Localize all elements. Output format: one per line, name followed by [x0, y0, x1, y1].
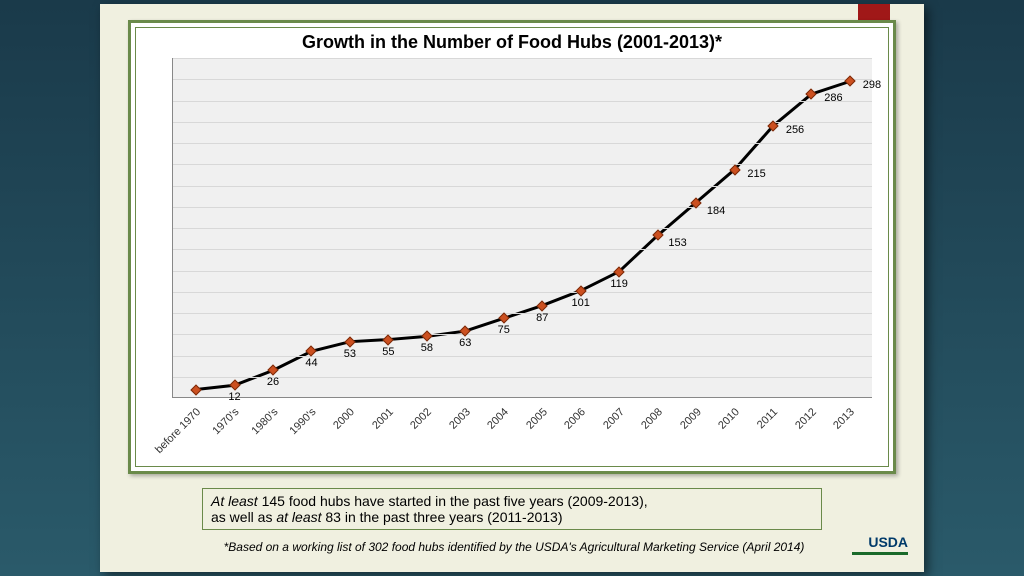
usda-logo-bar — [852, 552, 908, 555]
value-label: 44 — [305, 357, 317, 369]
data-marker — [652, 230, 663, 241]
x-tick-label: 1980's — [249, 406, 280, 437]
x-tick-label: 2010 — [716, 406, 742, 432]
x-tick-label: 2006 — [562, 406, 588, 432]
data-marker — [421, 331, 432, 342]
footnote: *Based on a working list of 302 food hub… — [194, 540, 834, 554]
x-tick-label: 1990's — [288, 406, 319, 437]
usda-logo: USDA — [852, 534, 908, 562]
value-label: 101 — [572, 297, 590, 309]
gridline — [173, 143, 872, 144]
slide-panel: Growth in the Number of Food Hubs (2001-… — [100, 4, 924, 572]
gridline — [173, 207, 872, 208]
x-tick-label: 2003 — [447, 406, 473, 432]
value-label: 215 — [747, 168, 765, 180]
value-label: 298 — [863, 79, 881, 91]
data-marker — [575, 285, 586, 296]
chart-inner-border: Growth in the Number of Food Hubs (2001-… — [135, 27, 889, 467]
value-label: 256 — [786, 124, 804, 136]
data-marker — [344, 336, 355, 347]
gridline — [173, 292, 872, 293]
x-tick-label: 2004 — [485, 406, 511, 432]
gridline — [173, 249, 872, 250]
value-label: 75 — [498, 324, 510, 336]
value-label: 53 — [344, 348, 356, 360]
data-marker — [190, 384, 201, 395]
value-label: 184 — [707, 205, 725, 217]
x-axis-labels: before 19701970's1980's1990's20002001200… — [172, 402, 872, 472]
data-marker — [383, 334, 394, 345]
x-tick-label: 2002 — [409, 406, 435, 432]
gridline — [173, 271, 872, 272]
gridline — [173, 122, 872, 123]
caption-text-1: 145 food hubs have started in the past f… — [258, 493, 648, 509]
value-label: 286 — [824, 92, 842, 104]
data-marker — [537, 300, 548, 311]
data-marker — [498, 313, 509, 324]
gridline — [173, 58, 872, 59]
data-marker — [806, 88, 817, 99]
data-marker — [729, 164, 740, 175]
x-tick-label: 2007 — [601, 406, 627, 432]
x-tick-label: 2005 — [524, 406, 550, 432]
x-tick-label: before 1970 — [154, 406, 204, 456]
x-tick-label: 1970's — [211, 406, 242, 437]
value-label: 26 — [267, 376, 279, 388]
gridline — [173, 334, 872, 335]
value-label: 63 — [459, 337, 471, 349]
caption-box: At least 145 food hubs have started in t… — [202, 488, 822, 530]
gridline — [173, 356, 872, 357]
gridline — [173, 101, 872, 102]
value-label: 119 — [610, 278, 628, 290]
chart-title: Growth in the Number of Food Hubs (2001-… — [136, 28, 888, 53]
gridline — [173, 228, 872, 229]
data-marker — [229, 380, 240, 391]
x-tick-label: 2013 — [832, 406, 858, 432]
x-tick-label: 2001 — [370, 406, 396, 432]
gridline — [173, 186, 872, 187]
value-label: 153 — [668, 237, 686, 249]
data-marker — [844, 76, 855, 87]
data-marker — [613, 266, 624, 277]
caption-italic-2: at least — [276, 509, 321, 525]
x-tick-label: 2012 — [793, 406, 819, 432]
caption-text-2a: as well as — [211, 509, 276, 525]
data-marker — [267, 365, 278, 376]
caption-text-2b: 83 in the past three years (2011-2013) — [322, 509, 563, 525]
usda-logo-text: USDA — [868, 534, 908, 550]
chart-container: Growth in the Number of Food Hubs (2001-… — [128, 20, 896, 474]
x-tick-label: 2000 — [332, 406, 358, 432]
gridline — [173, 313, 872, 314]
plot-area: 1226445355586375871011191531842152562862… — [172, 58, 872, 398]
value-label: 55 — [382, 346, 394, 358]
gridline — [173, 164, 872, 165]
value-label: 87 — [536, 312, 548, 324]
x-tick-label: 2008 — [639, 406, 665, 432]
x-tick-label: 2011 — [755, 406, 780, 431]
gridline — [173, 79, 872, 80]
value-label: 58 — [421, 342, 433, 354]
x-tick-label: 2009 — [678, 406, 704, 432]
caption-italic-1: At least — [211, 493, 258, 509]
